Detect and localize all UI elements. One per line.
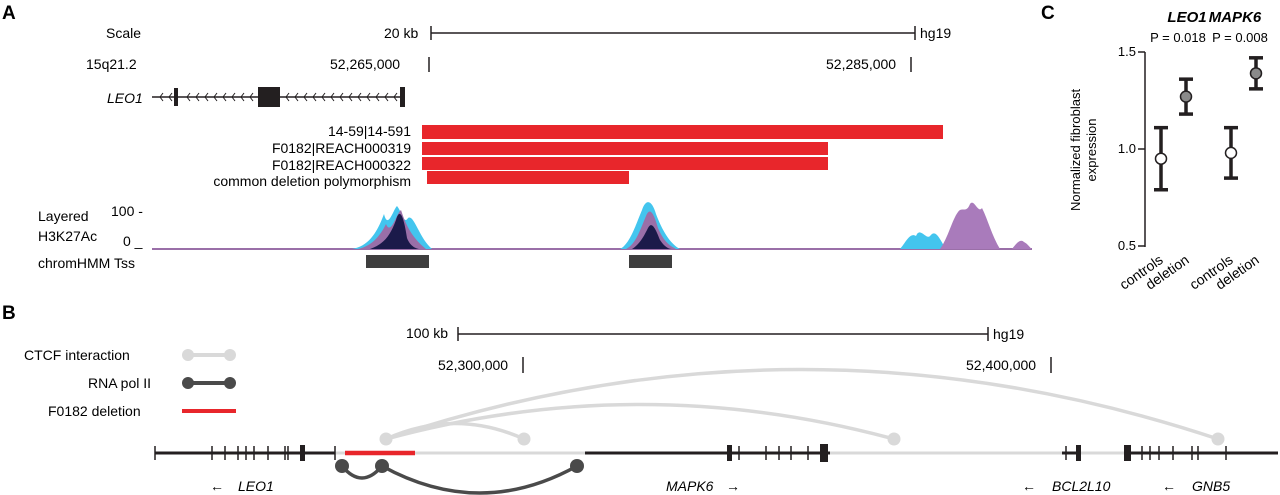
track-min-label: 0 _: [123, 233, 143, 249]
deletion-label: 14-59|14-591: [328, 123, 411, 139]
gene-model-leo1: [152, 87, 405, 107]
gene-arrow-bcl2l10: ←: [1022, 478, 1036, 494]
group-gene-leo1: LEO1: [1167, 9, 1206, 26]
pol2-anchors: [335, 459, 584, 473]
legend-label-pol2: RNA pol II: [88, 375, 151, 391]
b-scale-bar: [457, 327, 989, 341]
x-category-labels: controls deletion controls deletion: [1116, 251, 1261, 292]
group-pvalue-mapk6: P = 0.008: [1212, 30, 1268, 45]
h3k27ac-track: [152, 202, 1032, 250]
chromosome-band: 15q21.2: [86, 56, 137, 72]
gene-labels: ← LEO1 MAPK6 → ← BCL2L10 ← GNB5: [210, 478, 1230, 494]
deletion-label: common deletion polymorphism: [213, 173, 411, 189]
scale-bar: [430, 26, 916, 40]
track-label-line1: Layered: [38, 208, 89, 224]
track-label-line2: H3K27Ac: [38, 228, 97, 244]
genomic-track: [154, 444, 1278, 462]
gene-arrow-leo1: ←: [210, 478, 224, 494]
b-scale-bar-text: 100 kb: [406, 325, 448, 341]
y-axis: [1138, 51, 1146, 247]
deletion-bar: [422, 142, 828, 155]
legend-label-ctcf: CTCF interaction: [24, 347, 130, 363]
ctcf-interactions: [385, 367, 1219, 441]
y-tick-label: 0.5: [1118, 238, 1136, 253]
b-coordinate-left: 52,300,000: [438, 357, 508, 373]
legend-swatch-pol2: [182, 377, 236, 389]
gene-name-mapk6: MAPK6: [666, 478, 714, 494]
expression-marks: [1154, 56, 1263, 192]
chromhmm-label: chromHMM Tss: [38, 255, 135, 271]
group-gene-mapk6: MAPK6: [1209, 9, 1262, 26]
y-axis-label: Normalized fibroblast expression: [1068, 89, 1099, 211]
mean-point: [1224, 146, 1238, 160]
gene-name-leo1: LEO1: [238, 478, 274, 494]
panel-a: A Scale 20 kb hg19 15q21.2 52,265,000 52…: [2, 3, 1032, 271]
panel-c-letter: C: [1041, 3, 1055, 24]
y-axis-label-line2: expression: [1084, 119, 1099, 182]
deletion-bars: [422, 125, 943, 184]
ctcf-anchors: [379, 432, 1225, 446]
scale-assembly: hg19: [920, 25, 951, 41]
chromhmm-blocks: [366, 255, 672, 268]
gene-arrow-gnb5: ←: [1162, 478, 1176, 494]
gene-name-gnb5: GNB5: [1192, 478, 1230, 494]
y-axis-label-line1: Normalized fibroblast: [1068, 89, 1083, 211]
gene-arrow-mapk6: →: [726, 478, 740, 494]
b-coordinate-right: 52,400,000: [966, 357, 1036, 373]
panel-c: C LEO1 MAPK6 P = 0.018 P = 0.008 Normali…: [1041, 3, 1268, 293]
panel-b-letter: B: [2, 303, 16, 324]
deletion-labels: 14-59|14-591 F0182|REACH000319 F0182|REA…: [213, 123, 411, 189]
track-max-label: 100 -: [111, 203, 143, 219]
y-tick-label: 1.5: [1118, 44, 1136, 59]
coordinate-left: 52,265,000: [330, 56, 400, 72]
panel-a-letter: A: [2, 3, 16, 24]
deletion-label: F0182|REACH000322: [272, 157, 411, 173]
legend-label-deletion: F0182 deletion: [48, 403, 141, 419]
legend-swatch-ctcf: [182, 349, 236, 361]
scale-bar-text: 20 kb: [384, 25, 418, 41]
chromhmm-block: [366, 255, 429, 268]
coordinate-right: 52,285,000: [826, 56, 896, 72]
scale-label: Scale: [106, 25, 141, 41]
mean-point: [1249, 67, 1263, 80]
deletion-label: F0182|REACH000319: [272, 140, 411, 156]
deletion-bar: [422, 157, 828, 170]
gene-label-leo1: LEO1: [107, 90, 143, 106]
chromhmm-block: [629, 255, 672, 268]
deletion-bar: [427, 171, 629, 184]
mean-point: [1179, 90, 1193, 103]
y-tick-label: 1.0: [1118, 141, 1136, 156]
b-scale-assembly: hg19: [993, 326, 1024, 342]
gene-name-bcl2l10: BCL2L10: [1052, 478, 1111, 494]
mean-point: [1154, 152, 1168, 165]
deletion-bar: [422, 125, 943, 139]
group-pvalue-leo1: P = 0.018: [1150, 30, 1206, 45]
panel-b: B 100 kb hg19 52,300,000 52,400,000 CTCF…: [2, 303, 1278, 495]
